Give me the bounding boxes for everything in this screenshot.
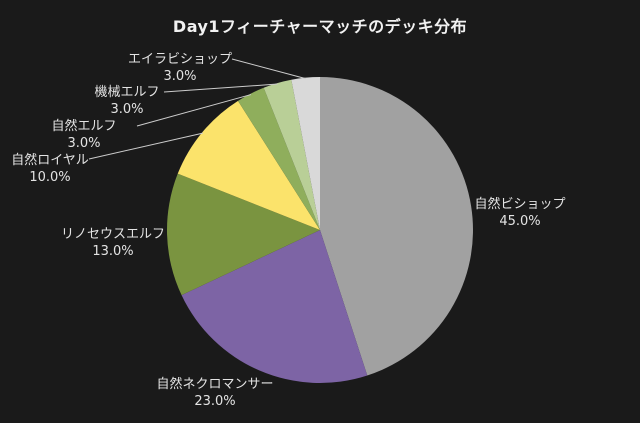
leader-line-3 [88, 132, 203, 160]
slice-label-name-4: 自然エルフ [51, 119, 117, 134]
slice-label-6: エイラビショップ 3.0% [128, 51, 232, 85]
slice-label-name-0: 自然ビショップ [474, 197, 566, 212]
slice-label-name-5: 機械エルフ [94, 85, 160, 100]
slice-label-percent-4: 3.0% [67, 136, 101, 151]
slice-label-percent-2: 13.0% [92, 244, 134, 259]
slice-label-name-2: リノセウスエルフ [60, 227, 166, 242]
pie-slice-5 [263, 79, 320, 231]
pie-slice-6 [291, 77, 320, 230]
pie-slice-0 [320, 77, 473, 376]
slice-label-percent-5: 3.0% [110, 102, 144, 117]
slice-label-name-1: 自然ネクロマンサー [156, 377, 274, 392]
leader-line-4 [136, 94, 252, 127]
pie-slice-1 [181, 230, 368, 383]
slice-label-percent-0: 45.0% [499, 214, 541, 229]
leader-line-5 [163, 83, 278, 93]
chart-title: Day1フィーチャーマッチのデッキ分布 [172, 17, 468, 36]
pie-slice-2 [166, 173, 320, 296]
slice-label-percent-1: 23.0% [194, 394, 236, 409]
slice-label-3: 自然ロイヤル 10.0% [11, 152, 89, 186]
pie-slice-3 [177, 100, 320, 230]
slice-label-5: 機械エルフ 3.0% [94, 84, 159, 118]
slice-label-4: 自然エルフ 3.0% [51, 118, 116, 152]
slice-label-name-6: エイラビショップ [127, 52, 233, 67]
pie-slice-4 [238, 87, 320, 231]
slice-label-percent-6: 3.0% [163, 69, 197, 84]
leader-line-6 [231, 58, 306, 80]
slice-label-name-3: 自然ロイヤル [11, 153, 89, 168]
slice-label-percent-3: 10.0% [29, 170, 71, 185]
slice-label-2: リノセウスエルフ 13.0% [61, 226, 165, 260]
slice-label-0: 自然ビショップ 45.0% [474, 196, 565, 230]
slice-label-1: 自然ネクロマンサー 23.0% [156, 376, 273, 410]
